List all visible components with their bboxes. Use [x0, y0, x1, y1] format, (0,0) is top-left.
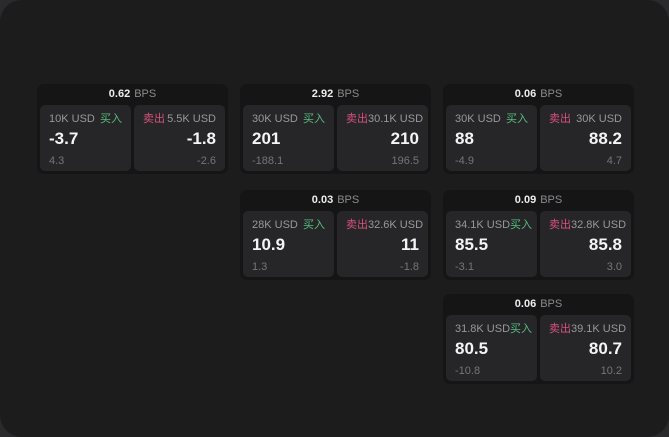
- sell-amount: 39.1K USD: [571, 323, 627, 335]
- sell-button[interactable]: 卖出: [549, 113, 571, 125]
- bps-unit-label: BPS: [540, 298, 563, 310]
- buy-amount: 10K USD: [49, 113, 95, 125]
- buy-price: 201: [252, 129, 281, 149]
- sell-button[interactable]: 卖出: [549, 219, 571, 231]
- buy-quote-tile[interactable]: 28K USD 买入 10.9 1.3: [243, 211, 334, 277]
- bps-unit-label: BPS: [337, 88, 360, 100]
- quote-card: 0.62 BPS 10K USD 买入 -3.7 4.3 卖出 5.5K USD…: [37, 84, 228, 174]
- buy-button[interactable]: 买入: [510, 219, 533, 231]
- sell-delta: -1.8: [400, 260, 419, 273]
- sell-amount: 32.8K USD: [571, 219, 627, 231]
- buy-button[interactable]: 买入: [303, 113, 325, 125]
- buy-button[interactable]: 买入: [100, 113, 122, 125]
- sell-button[interactable]: 卖出: [143, 113, 165, 125]
- sell-quote-tile[interactable]: 卖出 32.6K USD 11 -1.8: [337, 211, 428, 277]
- buy-quote-tile[interactable]: 31.8K USD 买入 80.5 -10.8: [446, 315, 537, 381]
- bps-value: 0.06: [514, 298, 537, 310]
- sell-price: 210: [390, 129, 419, 149]
- sell-delta: 4.7: [606, 154, 622, 167]
- bps-unit-label: BPS: [337, 194, 360, 206]
- sell-price: 11: [401, 235, 419, 255]
- buy-amount: 30K USD: [252, 113, 298, 125]
- bps-value: 0.62: [108, 88, 131, 100]
- buy-button[interactable]: 买入: [506, 113, 528, 125]
- sell-delta: 196.5: [391, 154, 419, 167]
- quote-card: 0.06 BPS 31.8K USD 买入 80.5 -10.8 卖出 39.1…: [443, 294, 634, 384]
- sell-button[interactable]: 卖出: [549, 323, 571, 335]
- quote-card: 0.03 BPS 28K USD 买入 10.9 1.3 卖出 32.6K US…: [240, 190, 431, 280]
- buy-delta: -3.1: [455, 260, 474, 273]
- quote-tiles: 28K USD 买入 10.9 1.3 卖出 32.6K USD 11 -1.8: [243, 211, 428, 277]
- buy-delta: -188.1: [252, 154, 284, 167]
- buy-price: 85.5: [455, 235, 489, 255]
- buy-quote-tile[interactable]: 10K USD 买入 -3.7 4.3: [40, 105, 131, 171]
- buy-amount: 30K USD: [455, 113, 501, 125]
- quote-card: 0.09 BPS 34.1K USD 买入 85.5 -3.1 卖出 32.8K…: [443, 190, 634, 280]
- sell-price: -1.8: [186, 129, 216, 149]
- bps-header: 0.03 BPS: [243, 190, 428, 211]
- buy-amount: 31.8K USD: [455, 323, 511, 335]
- sell-price: 88.2: [588, 129, 622, 149]
- buy-delta: 1.3: [252, 260, 268, 273]
- sell-quote-tile[interactable]: 卖出 5.5K USD -1.8 -2.6: [134, 105, 225, 171]
- buy-delta: -4.9: [455, 154, 474, 167]
- bps-header: 0.06 BPS: [446, 294, 631, 315]
- sell-quote-tile[interactable]: 卖出 30.1K USD 210 196.5: [337, 105, 428, 171]
- buy-delta: 4.3: [49, 154, 65, 167]
- sell-delta: -2.6: [197, 154, 216, 167]
- sell-price: 80.7: [588, 339, 622, 359]
- bps-header: 0.06 BPS: [446, 84, 631, 105]
- quote-tiles: 30K USD 买入 88 -4.9 卖出 30K USD 88.2 4.7: [446, 105, 631, 171]
- bps-unit-label: BPS: [134, 88, 157, 100]
- sell-price: 85.8: [588, 235, 622, 255]
- quote-card: 0.06 BPS 30K USD 买入 88 -4.9 卖出 30K USD 8…: [443, 84, 634, 174]
- sell-amount: 30.1K USD: [368, 113, 424, 125]
- buy-button[interactable]: 买入: [510, 323, 533, 335]
- bps-unit-label: BPS: [540, 88, 563, 100]
- buy-price: 10.9: [252, 235, 286, 255]
- sell-quote-tile[interactable]: 卖出 39.1K USD 80.7 10.2: [540, 315, 631, 381]
- bps-header: 0.09 BPS: [446, 190, 631, 211]
- buy-button[interactable]: 买入: [303, 219, 325, 231]
- bps-value: 0.06: [514, 88, 537, 100]
- bps-value: 0.09: [514, 194, 537, 206]
- quote-tiles: 31.8K USD 买入 80.5 -10.8 卖出 39.1K USD 80.…: [446, 315, 631, 381]
- quote-tiles: 30K USD 买入 201 -188.1 卖出 30.1K USD 210 1…: [243, 105, 428, 171]
- bps-value: 0.03: [311, 194, 334, 206]
- sell-quote-tile[interactable]: 卖出 32.8K USD 85.8 3.0: [540, 211, 631, 277]
- buy-price: -3.7: [49, 129, 79, 149]
- sell-amount: 32.6K USD: [368, 219, 424, 231]
- bps-unit-label: BPS: [540, 194, 563, 206]
- sell-button[interactable]: 卖出: [346, 113, 368, 125]
- sell-amount: 30K USD: [576, 113, 622, 125]
- buy-quote-tile[interactable]: 30K USD 买入 88 -4.9: [446, 105, 537, 171]
- sell-delta: 3.0: [606, 260, 622, 273]
- bps-header: 0.62 BPS: [40, 84, 225, 105]
- bps-value: 2.92: [311, 88, 334, 100]
- buy-price: 80.5: [455, 339, 489, 359]
- sell-delta: 10.2: [600, 364, 622, 377]
- sell-button[interactable]: 卖出: [346, 219, 368, 231]
- buy-price: 88: [455, 129, 474, 149]
- buy-delta: -10.8: [455, 364, 481, 377]
- buy-quote-tile[interactable]: 34.1K USD 买入 85.5 -3.1: [446, 211, 537, 277]
- sell-quote-tile[interactable]: 卖出 30K USD 88.2 4.7: [540, 105, 631, 171]
- bps-header: 2.92 BPS: [243, 84, 428, 105]
- buy-quote-tile[interactable]: 30K USD 买入 201 -188.1: [243, 105, 334, 171]
- sell-amount: 5.5K USD: [167, 113, 216, 125]
- quote-card: 2.92 BPS 30K USD 买入 201 -188.1 卖出 30.1K …: [240, 84, 431, 174]
- buy-amount: 28K USD: [252, 219, 298, 231]
- buy-amount: 34.1K USD: [455, 219, 511, 231]
- quote-tiles: 10K USD 买入 -3.7 4.3 卖出 5.5K USD -1.8 -2.…: [40, 105, 225, 171]
- quote-tiles: 34.1K USD 买入 85.5 -3.1 卖出 32.8K USD 85.8…: [446, 211, 631, 277]
